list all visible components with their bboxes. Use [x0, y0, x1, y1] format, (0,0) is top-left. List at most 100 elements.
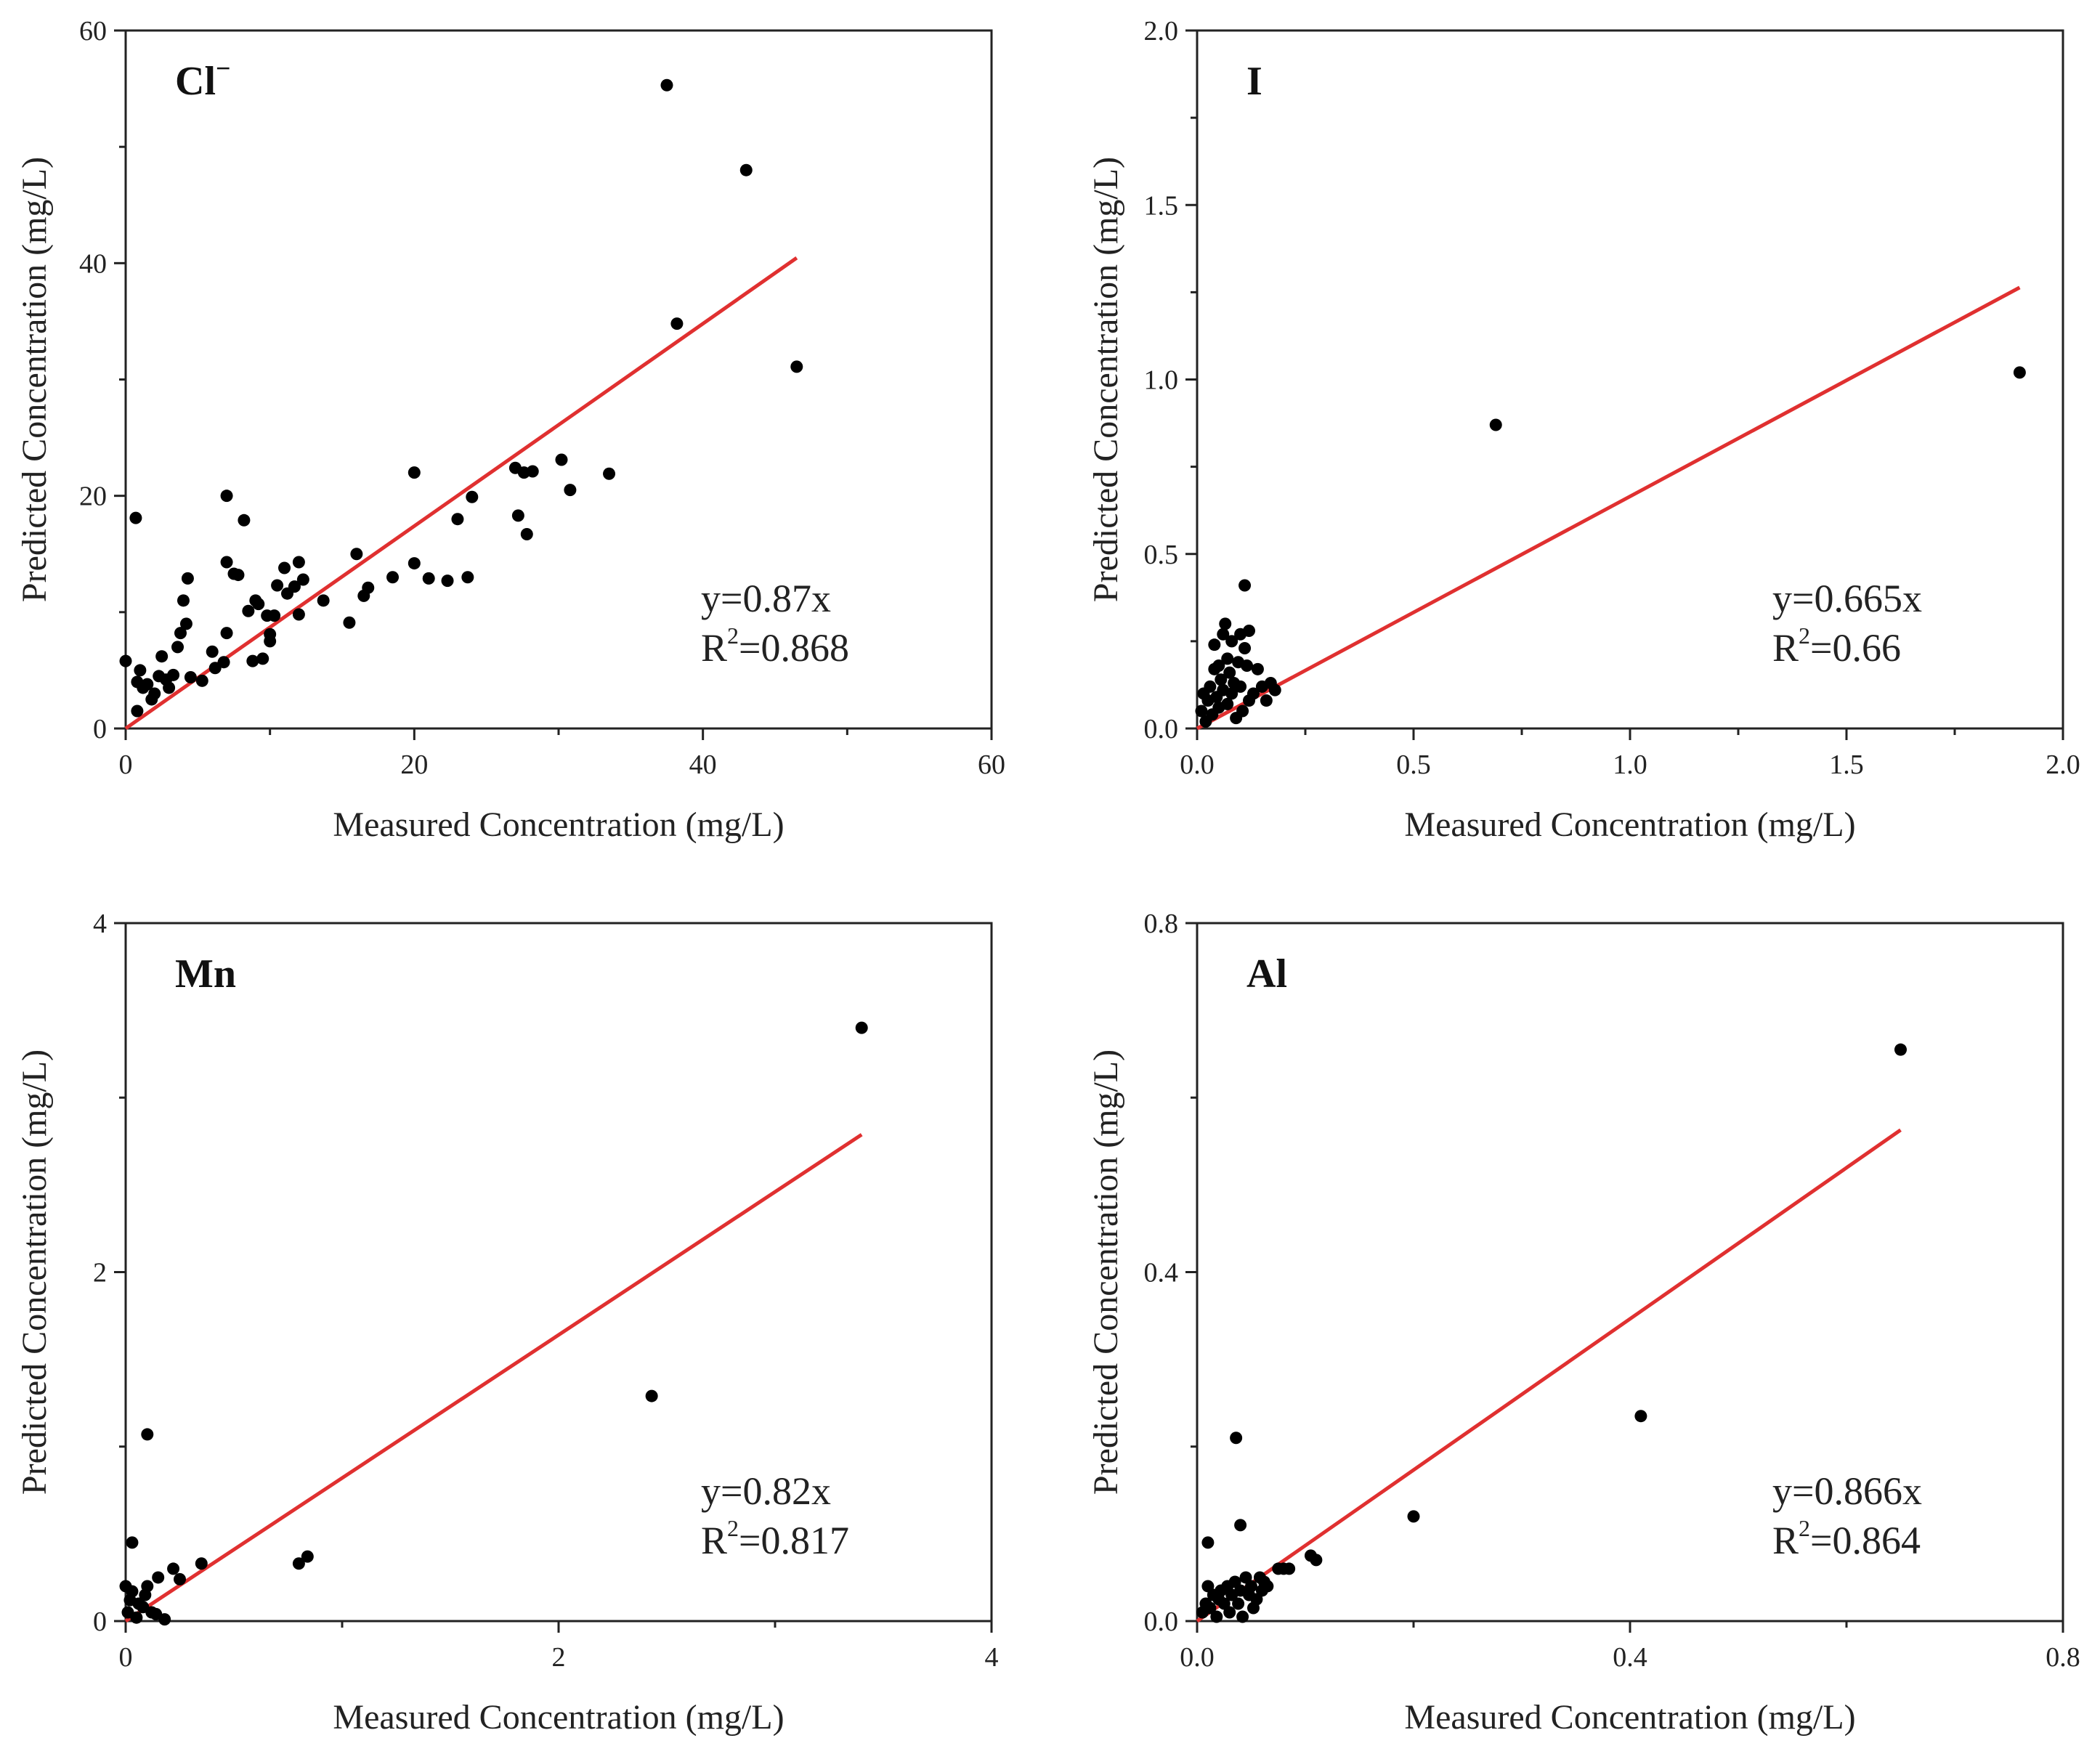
- data-point-i-25: [1236, 705, 1249, 718]
- data-point-cl-8: [148, 687, 161, 700]
- data-point-cl-18: [181, 572, 194, 585]
- data-point-i-14: [1219, 617, 1232, 630]
- x-tick-label-cl-3: 60: [978, 750, 1005, 780]
- data-point-cl-51: [386, 571, 400, 584]
- data-point-cl-10: [155, 650, 169, 663]
- points-cl: [119, 78, 803, 718]
- y-tick-label-cl-2: 40: [79, 248, 107, 279]
- x-tick-label-i-3: 1.5: [1829, 750, 1864, 780]
- data-point-al-18: [1236, 1610, 1249, 1623]
- data-point-al-14: [1230, 1432, 1243, 1445]
- panel-title-superscript-cl: −: [216, 54, 231, 83]
- data-point-mn-17: [195, 1557, 208, 1570]
- x-tick-label-al-2: 0.8: [2046, 1642, 2080, 1673]
- y-axis-label-mn: Predicted Concentration (mg/L): [15, 1049, 54, 1495]
- y-tick-label-i-4: 2.0: [1144, 16, 1179, 46]
- data-point-mn-13: [152, 1571, 165, 1584]
- data-point-al-32: [1310, 1554, 1323, 1567]
- data-point-i-28: [1241, 659, 1254, 673]
- data-point-i-36: [1268, 683, 1281, 697]
- data-point-cl-48: [350, 548, 363, 561]
- fit-line-i: [1196, 285, 2021, 731]
- data-point-cl-55: [441, 574, 454, 588]
- y-tick-label-i-1: 0.5: [1144, 540, 1179, 570]
- data-point-cl-1: [129, 511, 142, 524]
- x-tick-label-i-0: 0.0: [1180, 750, 1215, 780]
- panel-title-text-mn: Mn: [175, 951, 236, 996]
- data-point-i-32: [1251, 662, 1264, 675]
- data-point-mn-5: [130, 1611, 143, 1624]
- data-point-cl-23: [217, 656, 230, 669]
- data-point-i-29: [1243, 624, 1256, 637]
- data-point-al-34: [1634, 1410, 1647, 1423]
- panel-title-cl: Cl−: [175, 54, 231, 104]
- panel-title-al: Al: [1246, 951, 1287, 996]
- panel-al: 0.0 0.4 0.8 0.0 0.4 0.8 Measured Concentration…: [1087, 909, 2080, 1737]
- data-point-al-15: [1232, 1597, 1245, 1610]
- data-point-cl-64: [555, 453, 568, 466]
- r-squared-prefix-mn: R: [701, 1519, 727, 1562]
- data-point-i-9: [1212, 659, 1225, 673]
- r-squared-prefix-i: R: [1772, 626, 1799, 670]
- data-point-cl-42: [288, 580, 301, 593]
- data-point-cl-12: [163, 681, 176, 694]
- data-point-al-30: [1283, 1562, 1296, 1575]
- x-tick-label-i-2: 1.0: [1613, 750, 1647, 780]
- data-point-cl-28: [232, 569, 245, 582]
- data-point-cl-21: [206, 645, 219, 658]
- data-point-cl-39: [271, 579, 284, 592]
- data-point-i-0: [1195, 705, 1208, 718]
- panel-title-mn: Mn: [175, 951, 236, 996]
- data-point-i-11: [1215, 673, 1228, 686]
- data-point-cl-33: [252, 598, 265, 611]
- y-tick-label-mn-0: 0: [93, 1607, 107, 1637]
- data-point-i-31: [1246, 687, 1260, 700]
- fit-line-al: [1196, 1128, 1902, 1623]
- data-point-mn-9: [141, 1580, 154, 1593]
- data-point-cl-53: [408, 557, 421, 570]
- x-tick-label-mn-2: 4: [985, 1642, 999, 1673]
- data-point-al-35: [1894, 1043, 1907, 1056]
- data-point-cl-65: [564, 484, 577, 497]
- panel-title-text-cl: Cl: [175, 59, 216, 104]
- equation-label-al: y=0.866x: [1772, 1469, 1922, 1513]
- data-point-cl-67: [660, 78, 673, 92]
- data-point-cl-34: [256, 652, 269, 665]
- x-axis-label-al: Measured Concentration (mg/L): [1404, 1698, 1855, 1737]
- x-tick-label-cl-1: 20: [400, 750, 428, 780]
- data-point-i-12: [1217, 628, 1230, 641]
- data-point-al-33: [1407, 1510, 1420, 1523]
- y-axis-label-al: Predicted Concentration (mg/L): [1087, 1049, 1125, 1495]
- r-squared-prefix-cl: R: [701, 626, 727, 670]
- data-point-cl-6: [141, 678, 154, 691]
- data-point-cl-70: [790, 360, 803, 373]
- data-point-i-15: [1221, 652, 1234, 665]
- data-point-cl-62: [520, 528, 533, 541]
- data-point-cl-26: [220, 627, 233, 640]
- data-point-cl-69: [739, 163, 753, 176]
- data-point-cl-17: [179, 617, 192, 630]
- y-axis-label-cl: Predicted Concentration (mg/L): [15, 157, 54, 602]
- data-point-al-27: [1261, 1580, 1274, 1593]
- x-tick-label-al-0: 0.0: [1180, 1642, 1215, 1673]
- y-tick-label-al-0: 0.0: [1144, 1607, 1179, 1637]
- data-point-cl-4: [134, 664, 147, 677]
- y-tick-label-mn-2: 4: [93, 909, 107, 939]
- y-tick-label-cl-3: 60: [79, 16, 107, 46]
- data-point-al-17: [1234, 1519, 1247, 1532]
- data-point-al-6: [1210, 1610, 1223, 1623]
- data-point-i-27: [1238, 579, 1252, 592]
- r-squared-value-i: =0.66: [1810, 626, 1901, 670]
- r-squared-superscript-i: 2: [1799, 622, 1810, 649]
- data-point-cl-47: [343, 616, 356, 629]
- data-point-cl-63: [526, 465, 539, 478]
- data-point-cl-66: [603, 467, 616, 480]
- r-squared-superscript-cl: 2: [727, 622, 739, 649]
- data-point-al-11: [1223, 1606, 1236, 1619]
- y-tick-label-cl-0: 0: [93, 714, 107, 744]
- data-point-cl-31: [246, 654, 259, 667]
- equation-label-cl: y=0.87x: [701, 577, 831, 620]
- fit-line-mn: [124, 1133, 863, 1623]
- data-point-i-7: [1208, 638, 1221, 651]
